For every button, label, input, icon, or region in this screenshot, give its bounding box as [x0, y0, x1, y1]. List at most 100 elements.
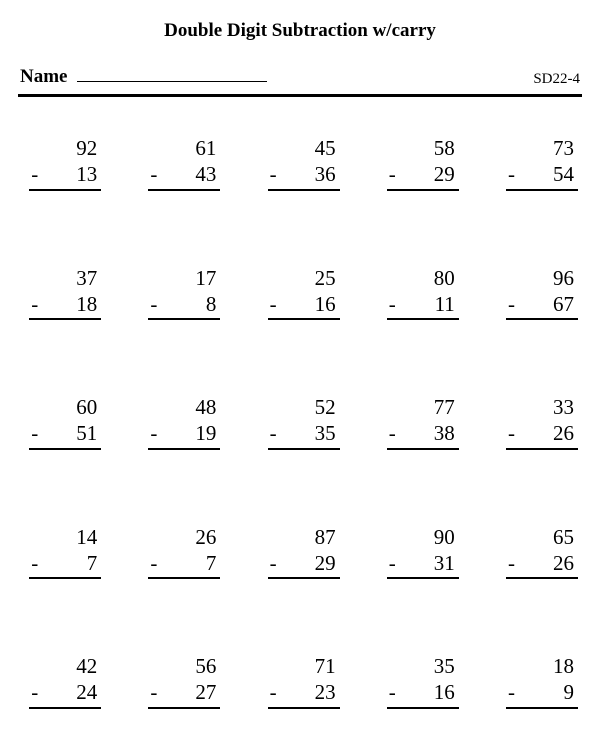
subtrahend-row: - 67 — [506, 291, 578, 320]
minus-operator: - — [150, 679, 157, 705]
subtrahend: 23 — [315, 679, 336, 705]
subtrahend: 36 — [315, 161, 336, 187]
minus-operator: - — [150, 420, 157, 446]
minus-operator: - — [150, 291, 157, 317]
minuend: 42 — [29, 653, 101, 679]
minus-operator: - — [270, 161, 277, 187]
minuend: 65 — [506, 524, 578, 550]
problem: 17-8 — [148, 265, 220, 321]
problem: 71- 23 — [268, 653, 340, 709]
minuend: 14 — [29, 524, 101, 550]
subtrahend: 29 — [434, 161, 455, 187]
minus-operator: - — [508, 291, 515, 317]
problem: 33-26 — [506, 394, 578, 450]
subtrahend-row: - 24 — [29, 679, 101, 708]
minuend: 90 — [387, 524, 459, 550]
name-blank-line[interactable] — [77, 64, 267, 82]
minus-operator: - — [508, 679, 515, 705]
subtrahend-row: -51 — [29, 420, 101, 449]
problem: 14-7 — [29, 524, 101, 580]
minus-operator: - — [150, 161, 157, 187]
subtrahend: 19 — [195, 420, 216, 446]
subtrahend: 7 — [206, 550, 217, 576]
problem: 25-16 — [268, 265, 340, 321]
minuend: 56 — [148, 653, 220, 679]
problem: 92- 13 — [29, 135, 101, 191]
minus-operator: - — [31, 291, 38, 317]
subtrahend-row: -16 — [268, 291, 340, 320]
minuend: 26 — [148, 524, 220, 550]
minuend: 71 — [268, 653, 340, 679]
subtrahend-row: -35 — [268, 420, 340, 449]
problem: 56- 27 — [148, 653, 220, 709]
subtrahend-row: - 29 — [387, 161, 459, 190]
subtrahend: 67 — [553, 291, 574, 317]
minus-operator: - — [31, 420, 38, 446]
problem: 26-7 — [148, 524, 220, 580]
minuend: 35 — [387, 653, 459, 679]
subtrahend-row: - 43 — [148, 161, 220, 190]
minuend: 45 — [268, 135, 340, 161]
problem: 96-67 — [506, 265, 578, 321]
minuend: 58 — [387, 135, 459, 161]
minus-operator: - — [389, 550, 396, 576]
problem: 42- 24 — [29, 653, 101, 709]
minus-operator: - — [270, 679, 277, 705]
subtrahend: 27 — [195, 679, 216, 705]
subtrahend-row: -26 — [506, 550, 578, 579]
minus-operator: - — [389, 291, 396, 317]
problem: 87- 29 — [268, 524, 340, 580]
minus-operator: - — [31, 161, 38, 187]
minuend: 73 — [506, 135, 578, 161]
subtrahend-row: -54 — [506, 161, 578, 190]
minuend: 60 — [29, 394, 101, 420]
problem: 35-16 — [387, 653, 459, 709]
subtrahend-row: - 36 — [268, 161, 340, 190]
problem: 65-26 — [506, 524, 578, 580]
subtrahend: 43 — [195, 161, 216, 187]
name-label: Name — [20, 66, 67, 87]
minuend: 61 — [148, 135, 220, 161]
subtrahend: 11 — [435, 291, 455, 317]
subtrahend-row: - 27 — [148, 679, 220, 708]
problem: 45- 36 — [268, 135, 340, 191]
minuend: 18 — [506, 653, 578, 679]
minus-operator: - — [31, 679, 38, 705]
subtrahend-row: -31 — [387, 550, 459, 579]
subtrahend-row: -18 — [29, 291, 101, 320]
minus-operator: - — [508, 420, 515, 446]
problem: 60-51 — [29, 394, 101, 450]
minus-operator: - — [389, 161, 396, 187]
subtrahend: 35 — [315, 420, 336, 446]
subtrahend-row: -7 — [29, 550, 101, 579]
subtrahend-row: - 13 — [29, 161, 101, 190]
subtrahend-row: - 23 — [268, 679, 340, 708]
problem: 52-35 — [268, 394, 340, 450]
worksheet-code: SD22-4 — [533, 71, 580, 88]
header-rule — [18, 94, 582, 97]
minuend: 77 — [387, 394, 459, 420]
subtrahend-row: - 11 — [387, 291, 459, 320]
subtrahend: 26 — [553, 550, 574, 576]
problem: 80-11 — [387, 265, 459, 321]
header-row: Name SD22-4 — [18, 64, 582, 92]
page-title: Double Digit Subtraction w/carry — [18, 20, 582, 42]
minus-operator: - — [389, 420, 396, 446]
subtrahend: 29 — [315, 550, 336, 576]
subtrahend: 8 — [206, 291, 217, 317]
problem: 90-31 — [387, 524, 459, 580]
minuend: 87 — [268, 524, 340, 550]
minus-operator: - — [31, 550, 38, 576]
subtrahend: 38 — [434, 420, 455, 446]
problem: 61- 43 — [148, 135, 220, 191]
problem: 77- 38 — [387, 394, 459, 450]
subtrahend: 54 — [553, 161, 574, 187]
problem: 37-18 — [29, 265, 101, 321]
minus-operator: - — [270, 550, 277, 576]
subtrahend: 24 — [76, 679, 97, 705]
subtrahend-row: -9 — [506, 679, 578, 708]
subtrahend: 13 — [76, 161, 97, 187]
problem: 58- 29 — [387, 135, 459, 191]
minuend: 52 — [268, 394, 340, 420]
minuend: 92 — [29, 135, 101, 161]
